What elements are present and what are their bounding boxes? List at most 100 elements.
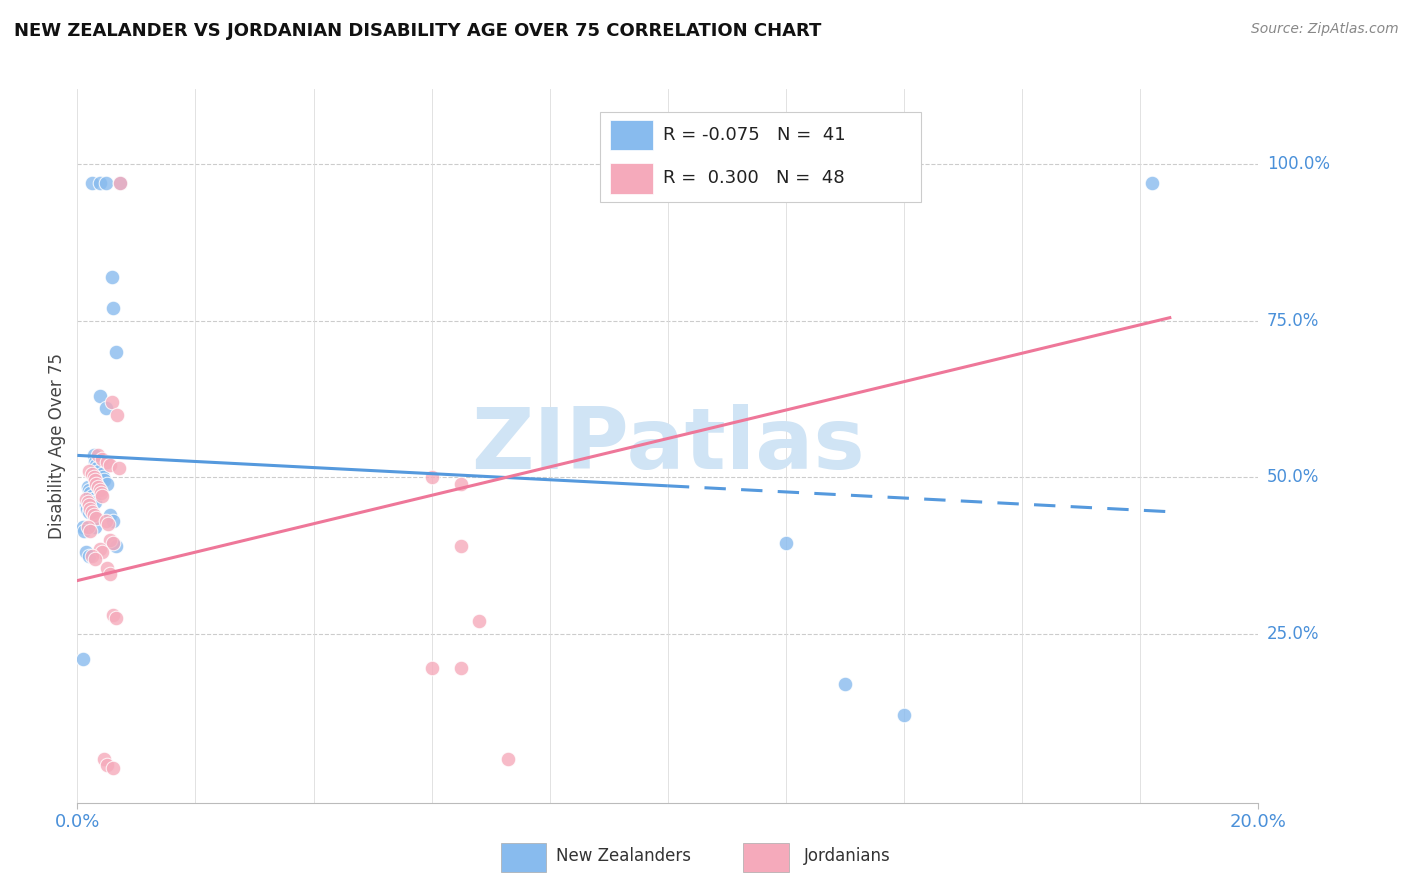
Text: 75.0%: 75.0% xyxy=(1267,312,1319,330)
Point xyxy=(101,301,124,316)
Point xyxy=(91,470,114,484)
Point xyxy=(89,389,111,403)
Point xyxy=(104,611,127,625)
Point xyxy=(450,661,472,675)
Point xyxy=(94,401,117,416)
Point xyxy=(104,345,127,359)
Point xyxy=(75,492,97,507)
Text: Jordanians: Jordanians xyxy=(804,847,891,865)
Text: Source: ZipAtlas.com: Source: ZipAtlas.com xyxy=(1251,22,1399,37)
Point xyxy=(96,455,118,469)
Point xyxy=(450,476,472,491)
Point xyxy=(77,520,100,534)
Point xyxy=(79,501,101,516)
Point xyxy=(84,511,107,525)
Point xyxy=(89,176,111,190)
FancyBboxPatch shape xyxy=(610,163,654,194)
Point xyxy=(84,458,107,472)
Point xyxy=(77,549,100,563)
Point xyxy=(72,520,94,534)
Point xyxy=(84,520,107,534)
Point xyxy=(82,176,104,190)
Point xyxy=(108,176,131,190)
Point xyxy=(87,464,110,478)
Point xyxy=(77,483,100,497)
Text: NEW ZEALANDER VS JORDANIAN DISABILITY AGE OVER 75 CORRELATION CHART: NEW ZEALANDER VS JORDANIAN DISABILITY AG… xyxy=(14,22,821,40)
Point xyxy=(1140,176,1163,190)
Point xyxy=(93,752,115,766)
Point xyxy=(468,614,491,628)
Point xyxy=(775,536,797,550)
Point xyxy=(84,455,107,469)
Point xyxy=(450,539,472,553)
Point xyxy=(100,270,122,285)
Point xyxy=(82,549,104,563)
Point xyxy=(87,449,110,463)
Point xyxy=(98,458,121,472)
Point xyxy=(420,470,443,484)
Point xyxy=(101,536,124,550)
Text: 100.0%: 100.0% xyxy=(1267,155,1330,173)
Point xyxy=(79,524,101,538)
Point xyxy=(101,607,124,622)
Point xyxy=(107,408,129,422)
Point xyxy=(75,545,97,559)
Point xyxy=(77,464,100,478)
Point xyxy=(498,752,520,766)
Point xyxy=(89,483,111,497)
Point xyxy=(101,761,124,775)
Point xyxy=(84,551,107,566)
Point xyxy=(76,501,98,516)
Point xyxy=(90,486,112,500)
Point xyxy=(89,542,111,557)
Point xyxy=(96,561,118,575)
Point xyxy=(84,476,107,491)
Point xyxy=(104,539,127,553)
Point xyxy=(98,533,121,547)
Text: R =  0.300   N =  48: R = 0.300 N = 48 xyxy=(664,169,845,186)
Point xyxy=(834,677,856,691)
Point xyxy=(101,514,124,528)
Point xyxy=(108,176,131,190)
Point xyxy=(86,461,108,475)
Point xyxy=(94,176,117,190)
Point xyxy=(87,480,110,494)
Point xyxy=(98,508,121,522)
Point xyxy=(82,492,104,507)
Point xyxy=(96,758,118,772)
Point xyxy=(91,545,114,559)
Point xyxy=(77,499,100,513)
Point xyxy=(91,489,114,503)
Point xyxy=(98,567,121,582)
FancyBboxPatch shape xyxy=(501,843,546,872)
Text: R = -0.075   N =  41: R = -0.075 N = 41 xyxy=(664,126,846,145)
Point xyxy=(100,395,122,409)
Point xyxy=(83,449,105,463)
Point xyxy=(84,474,107,488)
Y-axis label: Disability Age Over 75: Disability Age Over 75 xyxy=(48,353,66,539)
FancyBboxPatch shape xyxy=(744,843,789,872)
Point xyxy=(83,508,105,522)
Point xyxy=(91,451,114,466)
Point xyxy=(101,536,124,550)
Point xyxy=(107,461,129,475)
Text: ZIPatlas: ZIPatlas xyxy=(471,404,865,488)
Point xyxy=(80,489,103,503)
Point xyxy=(94,514,117,528)
Point xyxy=(420,661,443,675)
Point xyxy=(82,505,104,519)
Point xyxy=(77,505,100,519)
FancyBboxPatch shape xyxy=(610,120,654,151)
FancyBboxPatch shape xyxy=(600,112,921,202)
Text: 25.0%: 25.0% xyxy=(1267,624,1319,643)
Point xyxy=(97,517,120,532)
Point xyxy=(91,467,114,482)
Text: 50.0%: 50.0% xyxy=(1267,468,1319,486)
Point xyxy=(96,476,118,491)
Point xyxy=(75,499,97,513)
Point xyxy=(77,495,100,509)
Point xyxy=(73,524,96,538)
Point xyxy=(79,486,101,500)
Text: New Zealanders: New Zealanders xyxy=(557,847,692,865)
Point xyxy=(82,467,104,482)
